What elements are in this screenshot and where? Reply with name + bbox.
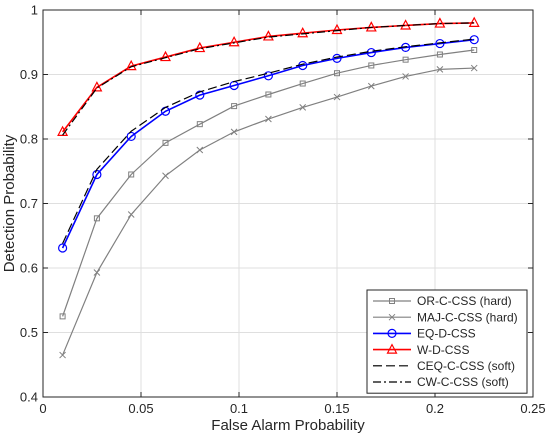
data-point-eq-d-css	[332, 53, 342, 63]
data-point-w-d-css	[160, 50, 171, 62]
data-point-w-d-css	[365, 21, 377, 32]
legend-item-cw-c-css-soft: CW-C-CSS (soft)	[373, 375, 509, 389]
legend-box	[366, 289, 528, 394]
data-point-maj-c-css-hard	[196, 146, 204, 154]
legend: OR-C-CSS (hard) MAJ-C-CSS (hard) EQ-D-CSS W…	[366, 289, 528, 394]
data-point-w-d-css	[434, 17, 446, 28]
data-point-w-d-css	[228, 35, 240, 47]
data-point-maj-c-css-hard	[436, 65, 444, 73]
data-point-w-d-css	[331, 23, 343, 35]
data-point-or-c-css-hard	[162, 139, 169, 146]
y-tick-label: 1	[31, 3, 38, 18]
x-tick-label: 0.15	[324, 401, 349, 416]
data-point-maj-c-css-hard	[162, 172, 169, 180]
series-line-cw-c-css-soft	[62, 22, 475, 136]
legend-marker-w-d-css	[386, 343, 398, 354]
series-ceq-c-css-soft	[62, 38, 475, 244]
series-layer	[57, 16, 480, 359]
data-point-or-c-css-hard	[128, 171, 135, 178]
data-point-eq-d-css	[195, 90, 205, 100]
data-point-or-c-css-hard	[299, 80, 306, 87]
data-point-w-d-css	[297, 26, 309, 38]
data-point-w-d-css	[125, 59, 137, 71]
data-point-maj-c-css-hard	[367, 82, 375, 90]
legend-item-or-c-css-hard: OR-C-CSS (hard)	[373, 294, 512, 308]
data-point-or-c-css-hard	[265, 91, 272, 98]
data-point-eq-d-css	[57, 243, 68, 253]
legend-marker-or-c-css-hard	[389, 298, 395, 304]
data-point-or-c-css-hard	[59, 313, 66, 320]
legend-label-eq-d-css: EQ-D-CSS	[417, 327, 476, 341]
legend-label-ceq-c-css-soft: CEQ-C-CSS (soft)	[417, 359, 515, 373]
x-tick-label: 0.2	[426, 401, 444, 416]
data-point-maj-c-css-hard	[230, 128, 238, 136]
legend-label-w-d-css: W-D-CSS	[417, 343, 469, 357]
series-line-or-c-css-hard	[62, 49, 475, 317]
data-point-eq-d-css	[435, 38, 445, 49]
series-line-eq-d-css	[61, 38, 475, 249]
y-tick-label: 0.7	[20, 196, 38, 211]
data-point-or-c-css-hard	[93, 215, 100, 222]
x-tick-label: 0.25	[520, 401, 545, 416]
y-tick-label: 0.9	[20, 67, 38, 82]
data-point-or-c-css-hard	[231, 103, 238, 110]
data-point-or-c-css-hard	[436, 51, 443, 58]
y-tick-label: 0.8	[20, 132, 38, 147]
legend-marker-eq-d-css	[387, 328, 397, 338]
legend-label-cw-c-css-soft: CW-C-CSS (soft)	[417, 375, 509, 389]
legend-marker-maj-c-css-hard	[388, 313, 396, 321]
series-or-c-css-hard	[59, 46, 478, 320]
data-point-eq-d-css	[263, 71, 273, 81]
data-point-or-c-css-hard	[196, 121, 203, 128]
data-point-maj-c-css-hard	[333, 93, 341, 101]
y-tick-label: 0.4	[20, 390, 38, 405]
data-point-maj-c-css-hard	[265, 115, 272, 123]
y-tick-label: 0.5	[20, 325, 38, 340]
data-point-w-d-css	[262, 30, 274, 41]
data-point-or-c-css-hard	[402, 56, 409, 63]
series-eq-d-css	[57, 35, 479, 253]
x-tick-label: 0.1	[230, 401, 248, 416]
series-w-d-css	[57, 16, 480, 137]
data-point-or-c-css-hard	[334, 70, 340, 77]
data-point-maj-c-css-hard	[59, 351, 66, 359]
x-axis-label: False Alarm Probability	[211, 417, 365, 434]
legend-item-w-d-css: W-D-CSS	[373, 343, 469, 357]
series-line-w-d-css	[61, 22, 475, 133]
data-point-eq-d-css	[126, 131, 136, 142]
data-point-w-d-css	[194, 41, 206, 53]
legend-label-or-c-css-hard: OR-C-CSS (hard)	[417, 294, 512, 308]
data-point-eq-d-css	[366, 47, 376, 58]
data-point-or-c-css-hard	[368, 62, 375, 69]
legend-item-maj-c-css-hard: MAJ-C-CSS (hard)	[373, 310, 518, 324]
legend-item-ceq-c-css-soft: CEQ-C-CSS (soft)	[373, 359, 515, 373]
data-point-w-d-css	[468, 16, 480, 27]
x-tick-label: 0.05	[128, 401, 153, 416]
data-point-maj-c-css-hard	[127, 211, 135, 218]
x-tick-label: 0	[39, 401, 46, 416]
data-point-maj-c-css-hard	[402, 73, 409, 80]
axis-ticks: 0 0.05 0.1 0.15 0.2 0.25 0.4 0.5 0.6 0.7 0.8 0.9 1	[20, 3, 546, 417]
y-axis-label: Detection Probability	[1, 134, 18, 272]
legend-label-maj-c-css-hard: MAJ-C-CSS (hard)	[417, 310, 518, 324]
series-maj-c-css-hard	[59, 64, 478, 359]
data-point-maj-c-css-hard	[299, 104, 307, 111]
data-point-w-d-css	[400, 19, 412, 30]
series-line-ceq-c-css-soft	[62, 38, 475, 244]
data-point-maj-c-css-hard	[470, 64, 478, 72]
data-point-maj-c-css-hard	[93, 269, 101, 276]
legend-item-eq-d-css: EQ-D-CSS	[373, 327, 476, 341]
data-point-or-c-css-hard	[471, 46, 478, 53]
y-tick-label: 0.6	[20, 261, 38, 276]
series-cw-c-css-soft	[62, 22, 475, 136]
